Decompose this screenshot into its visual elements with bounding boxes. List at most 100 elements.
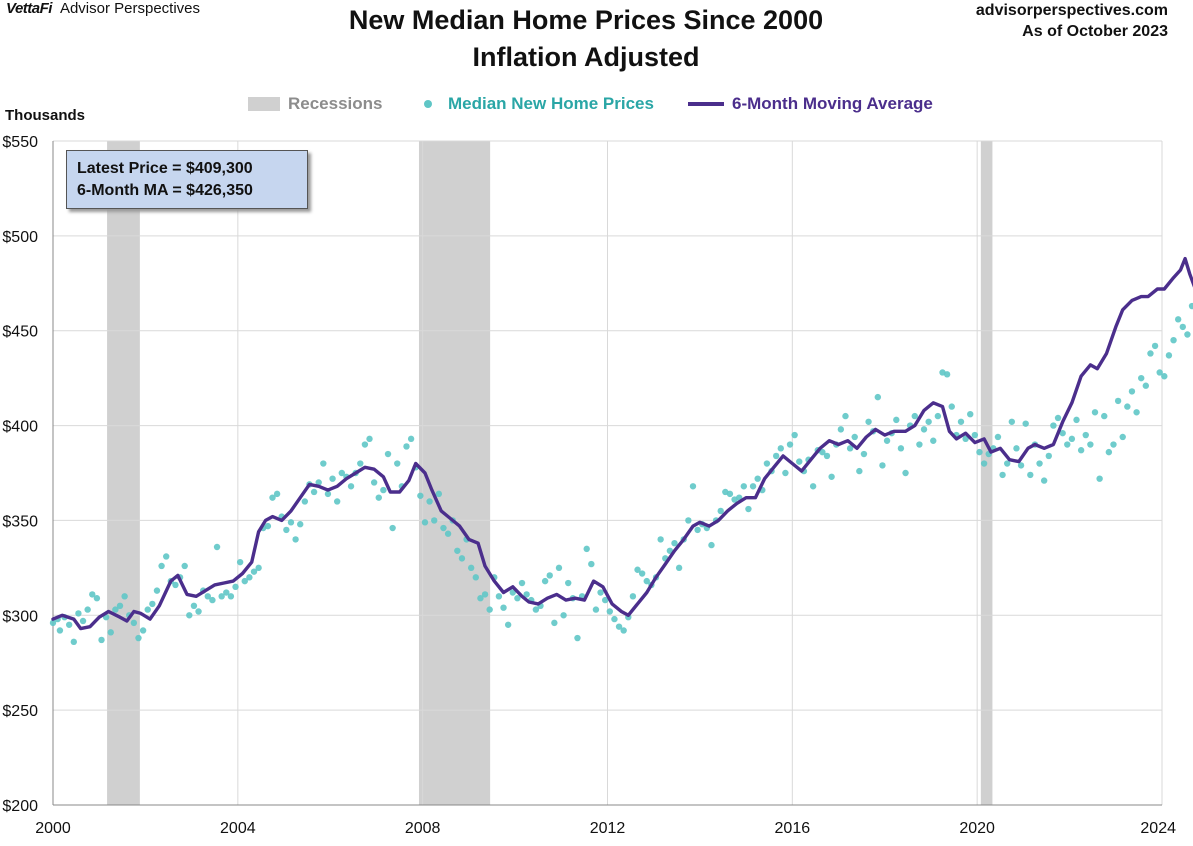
y-axis-label: Thousands bbox=[5, 107, 86, 124]
scatter-point bbox=[107, 629, 114, 636]
x-tick-label: 2024 bbox=[1140, 820, 1176, 837]
scatter-point bbox=[273, 490, 281, 498]
scatter-point bbox=[158, 562, 165, 570]
scatter-point bbox=[1156, 369, 1163, 376]
scatter-point bbox=[1101, 412, 1108, 420]
scatter-point bbox=[1161, 373, 1168, 380]
legend-line-swatch bbox=[688, 102, 724, 106]
scatter-point bbox=[49, 619, 57, 627]
scatter-point bbox=[255, 564, 262, 572]
scatter-point bbox=[315, 479, 322, 486]
scatter-point bbox=[264, 522, 272, 530]
legend-item-recessions: Recessions bbox=[248, 94, 383, 114]
scatter-point bbox=[426, 498, 433, 505]
scatter-point bbox=[1022, 420, 1029, 427]
scatter-point bbox=[916, 441, 923, 448]
chart-title-line1: New Median Home Prices Since 2000 bbox=[348, 5, 824, 35]
scatter-point bbox=[842, 412, 849, 420]
scatter-point bbox=[149, 600, 156, 608]
chart-title: New Median Home Prices Since 2000 Inflat… bbox=[250, 2, 922, 76]
scatter-point bbox=[112, 606, 119, 613]
scatter-point bbox=[962, 435, 969, 443]
scatter-point bbox=[89, 591, 96, 598]
scatter-point bbox=[509, 589, 516, 596]
legend-recession-swatch bbox=[248, 97, 280, 111]
scatter-point bbox=[223, 589, 230, 596]
scatter-point bbox=[893, 416, 900, 424]
scatter-point bbox=[333, 498, 341, 505]
scatter-point bbox=[431, 517, 438, 524]
recession-band-0 bbox=[107, 141, 140, 805]
scatter-point bbox=[1073, 416, 1080, 424]
x-tick-label: 2016 bbox=[775, 820, 811, 837]
scatter-point bbox=[444, 530, 452, 537]
scatter-point bbox=[638, 570, 646, 577]
scatter-point bbox=[135, 634, 142, 642]
scatter-point bbox=[694, 526, 701, 534]
brand: VettaFi Advisor Perspectives bbox=[6, 0, 200, 17]
scatter-point bbox=[310, 488, 318, 496]
scatter-point bbox=[324, 490, 332, 498]
scatter-point bbox=[874, 393, 882, 401]
chart-legend: Recessions Median New Home Prices 6-Mont… bbox=[0, 94, 1193, 116]
scatter-point bbox=[1179, 323, 1186, 331]
scatter-point bbox=[1165, 352, 1173, 359]
scatter-point bbox=[819, 448, 826, 456]
scatter-point bbox=[606, 608, 614, 615]
scatter-point bbox=[130, 619, 138, 627]
scatter-point bbox=[897, 445, 905, 452]
grid-lines bbox=[53, 140, 1163, 805]
scatter-point bbox=[213, 543, 221, 551]
scatter-point bbox=[980, 460, 988, 467]
scatter-point bbox=[357, 460, 364, 467]
scatter-point bbox=[246, 574, 253, 581]
scatter-point bbox=[1147, 350, 1154, 357]
scatter-point bbox=[403, 443, 410, 450]
scatter-point bbox=[121, 593, 128, 600]
scatter-point bbox=[500, 604, 507, 611]
scatter-point bbox=[551, 619, 558, 627]
brand-name: VettaFi bbox=[6, 0, 52, 17]
scatter-point bbox=[472, 574, 480, 581]
scatter-point bbox=[994, 433, 1002, 441]
scatter-series bbox=[49, 302, 1193, 646]
scatter-point bbox=[957, 418, 965, 425]
scatter-point bbox=[828, 473, 835, 480]
scatter-point bbox=[634, 566, 641, 573]
scatter-point bbox=[84, 606, 91, 613]
scatter-point bbox=[236, 558, 244, 566]
scatter-point bbox=[153, 587, 161, 594]
scatter-point bbox=[394, 460, 401, 467]
scatter-point bbox=[250, 568, 258, 575]
scatter-point bbox=[1174, 316, 1182, 323]
scatter-point bbox=[911, 412, 918, 420]
scatter-point bbox=[588, 560, 595, 568]
scatter-point bbox=[1013, 445, 1020, 452]
scatter-point bbox=[458, 555, 466, 562]
scatter-point bbox=[93, 595, 101, 602]
scatter-point bbox=[370, 479, 378, 486]
source-date: As of October 2023 bbox=[1022, 23, 1168, 40]
scatter-point bbox=[920, 426, 928, 433]
scatter-point bbox=[56, 627, 64, 634]
scatter-point bbox=[347, 483, 355, 490]
scatter-point bbox=[611, 615, 618, 623]
scatter-point bbox=[1004, 460, 1011, 467]
scatter-point bbox=[486, 606, 493, 613]
scatter-point bbox=[190, 602, 198, 609]
scatter-point bbox=[421, 519, 429, 526]
scatter-point bbox=[1184, 331, 1191, 338]
scatter-point bbox=[620, 627, 627, 634]
scatter-point bbox=[671, 539, 678, 547]
scatter-point bbox=[361, 441, 369, 448]
scatter-point bbox=[1096, 475, 1103, 482]
scatter-point bbox=[287, 519, 295, 526]
scatter-point bbox=[560, 612, 567, 619]
scatter-point bbox=[657, 536, 664, 543]
scatter-point bbox=[477, 595, 484, 602]
scatter-point bbox=[541, 577, 549, 585]
latest-value-callout: Latest Price = $409,300 6-Month MA = $42… bbox=[66, 150, 308, 209]
scatter-point bbox=[999, 471, 1006, 479]
scatter-point bbox=[856, 467, 863, 475]
x-tick-label: 2004 bbox=[220, 820, 256, 837]
